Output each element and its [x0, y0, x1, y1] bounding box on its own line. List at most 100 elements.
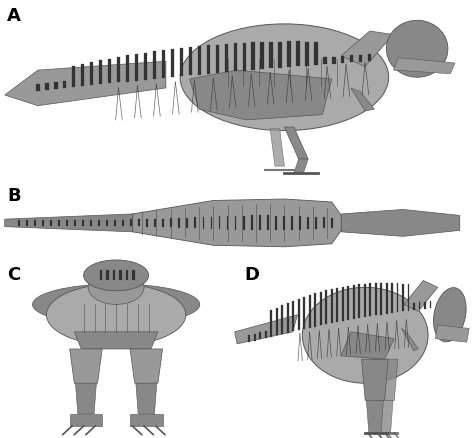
Polygon shape [70, 349, 102, 383]
FancyBboxPatch shape [336, 288, 338, 322]
FancyBboxPatch shape [63, 82, 66, 89]
FancyBboxPatch shape [342, 287, 344, 321]
FancyBboxPatch shape [291, 216, 292, 230]
FancyBboxPatch shape [163, 219, 164, 228]
FancyBboxPatch shape [114, 220, 116, 226]
FancyBboxPatch shape [358, 285, 360, 318]
FancyBboxPatch shape [364, 284, 365, 318]
FancyBboxPatch shape [50, 220, 52, 226]
FancyBboxPatch shape [235, 216, 237, 230]
FancyBboxPatch shape [323, 218, 325, 229]
FancyBboxPatch shape [198, 47, 201, 75]
FancyBboxPatch shape [98, 220, 100, 226]
FancyBboxPatch shape [254, 334, 255, 341]
FancyBboxPatch shape [251, 216, 253, 231]
Ellipse shape [88, 271, 144, 305]
FancyBboxPatch shape [307, 217, 309, 230]
FancyBboxPatch shape [45, 84, 48, 91]
FancyBboxPatch shape [207, 46, 210, 74]
FancyBboxPatch shape [413, 304, 415, 310]
FancyBboxPatch shape [144, 53, 147, 81]
FancyBboxPatch shape [72, 67, 75, 88]
FancyBboxPatch shape [359, 56, 363, 63]
FancyBboxPatch shape [66, 220, 68, 226]
Polygon shape [351, 88, 374, 112]
FancyBboxPatch shape [287, 42, 291, 68]
FancyBboxPatch shape [106, 271, 109, 281]
FancyBboxPatch shape [264, 331, 267, 338]
FancyBboxPatch shape [18, 220, 20, 226]
FancyBboxPatch shape [135, 55, 138, 81]
Polygon shape [366, 400, 383, 433]
FancyBboxPatch shape [36, 85, 39, 92]
FancyBboxPatch shape [178, 219, 180, 228]
Polygon shape [190, 71, 332, 120]
Polygon shape [393, 59, 455, 74]
Polygon shape [376, 400, 393, 433]
FancyBboxPatch shape [126, 271, 128, 281]
Ellipse shape [434, 288, 466, 342]
Polygon shape [74, 332, 158, 349]
Text: C: C [7, 265, 20, 283]
FancyBboxPatch shape [269, 42, 273, 69]
FancyBboxPatch shape [353, 286, 355, 319]
FancyBboxPatch shape [138, 220, 140, 227]
FancyBboxPatch shape [341, 57, 345, 64]
Polygon shape [404, 281, 438, 311]
FancyBboxPatch shape [202, 218, 204, 229]
Polygon shape [294, 159, 308, 174]
FancyBboxPatch shape [380, 283, 382, 315]
FancyBboxPatch shape [332, 57, 336, 64]
FancyBboxPatch shape [374, 283, 376, 316]
FancyBboxPatch shape [309, 295, 310, 328]
FancyBboxPatch shape [227, 216, 228, 230]
FancyBboxPatch shape [90, 220, 92, 226]
FancyBboxPatch shape [259, 216, 261, 231]
FancyBboxPatch shape [331, 218, 333, 229]
FancyBboxPatch shape [225, 45, 228, 73]
Polygon shape [133, 200, 341, 247]
FancyBboxPatch shape [260, 43, 264, 70]
FancyBboxPatch shape [391, 283, 393, 313]
FancyBboxPatch shape [278, 42, 282, 68]
FancyBboxPatch shape [270, 311, 272, 337]
Text: B: B [7, 186, 21, 204]
Polygon shape [75, 383, 96, 414]
FancyBboxPatch shape [126, 57, 129, 82]
FancyBboxPatch shape [419, 303, 420, 310]
Polygon shape [136, 383, 157, 414]
FancyBboxPatch shape [325, 291, 327, 325]
FancyBboxPatch shape [219, 217, 220, 230]
FancyBboxPatch shape [248, 336, 250, 343]
FancyBboxPatch shape [119, 271, 122, 281]
FancyBboxPatch shape [429, 301, 431, 308]
FancyBboxPatch shape [243, 216, 245, 231]
FancyBboxPatch shape [90, 63, 93, 86]
FancyBboxPatch shape [153, 52, 156, 80]
FancyBboxPatch shape [132, 271, 135, 281]
FancyBboxPatch shape [397, 284, 399, 312]
FancyBboxPatch shape [194, 218, 196, 229]
Polygon shape [284, 128, 308, 159]
FancyBboxPatch shape [82, 220, 84, 226]
Polygon shape [5, 215, 133, 232]
FancyBboxPatch shape [315, 217, 317, 230]
FancyBboxPatch shape [402, 284, 404, 311]
FancyBboxPatch shape [81, 65, 84, 87]
FancyBboxPatch shape [424, 302, 426, 309]
FancyBboxPatch shape [189, 48, 192, 76]
FancyBboxPatch shape [162, 51, 165, 79]
Ellipse shape [46, 284, 186, 346]
FancyBboxPatch shape [58, 220, 60, 226]
Polygon shape [341, 332, 394, 360]
FancyBboxPatch shape [216, 46, 219, 74]
FancyBboxPatch shape [331, 290, 333, 323]
Ellipse shape [386, 21, 448, 78]
Polygon shape [341, 210, 460, 237]
FancyBboxPatch shape [287, 303, 289, 333]
FancyBboxPatch shape [74, 220, 76, 226]
FancyBboxPatch shape [42, 220, 44, 226]
Polygon shape [435, 325, 469, 343]
FancyBboxPatch shape [292, 301, 294, 332]
FancyBboxPatch shape [276, 308, 278, 336]
